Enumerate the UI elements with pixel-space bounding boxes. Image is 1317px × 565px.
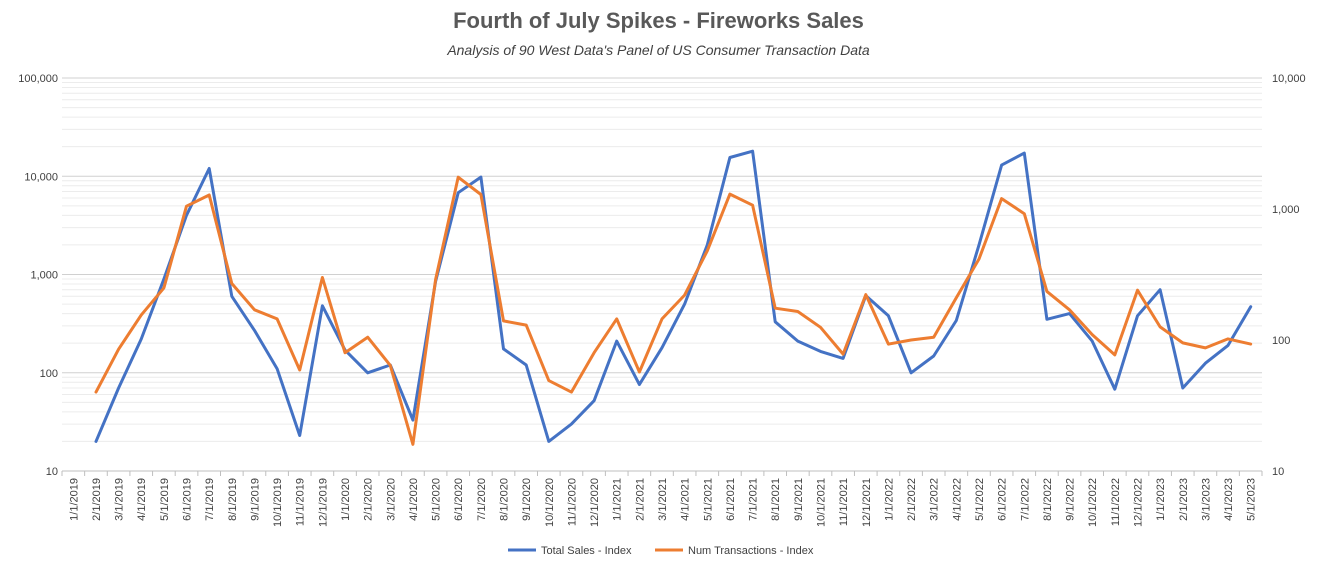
x-tick-label: 8/1/2019 bbox=[227, 478, 239, 521]
gridlines bbox=[62, 77, 1262, 472]
x-tick-label: 3/1/2021 bbox=[657, 478, 669, 521]
x-tick-label: 4/1/2021 bbox=[680, 478, 692, 521]
x-tick-label: 4/1/2019 bbox=[136, 478, 148, 521]
x-tick-label: 2/1/2020 bbox=[363, 478, 375, 521]
x-tick-label: 1/1/2019 bbox=[68, 478, 80, 521]
y-left-tick-label: 100,000 bbox=[18, 73, 58, 85]
x-tick-label: 6/1/2021 bbox=[725, 478, 737, 521]
legend: Total Sales - Index Num Transactions - In… bbox=[508, 545, 814, 557]
x-tick-label: 3/1/2023 bbox=[1200, 478, 1212, 521]
y-left-tick-label: 10,000 bbox=[24, 171, 58, 183]
x-tick-label: 7/1/2021 bbox=[748, 478, 760, 521]
x-tick-label: 10/1/2022 bbox=[1087, 478, 1099, 527]
chart-title: Fourth of July Spikes - Fireworks Sales bbox=[453, 8, 864, 33]
x-tick-label: 5/1/2019 bbox=[159, 478, 171, 521]
x-tick-label: 12/1/2021 bbox=[861, 478, 873, 527]
x-tick-label: 9/1/2019 bbox=[249, 478, 261, 521]
series-line-total-sales bbox=[94, 149, 1253, 443]
y-left-tick-label: 1,000 bbox=[30, 270, 58, 282]
x-tick-label: 7/1/2020 bbox=[476, 478, 488, 521]
series-lines bbox=[94, 149, 1253, 446]
chart-subtitle: Analysis of 90 West Data's Panel of US C… bbox=[447, 42, 870, 58]
x-tick-label: 5/1/2020 bbox=[431, 478, 443, 521]
x-tick-label: 4/1/2020 bbox=[408, 478, 420, 521]
x-tick-label: 1/1/2023 bbox=[1155, 478, 1167, 521]
x-tick-label: 2/1/2023 bbox=[1178, 478, 1190, 521]
x-tick-label: 11/1/2021 bbox=[838, 478, 850, 526]
x-tick-label: 4/1/2022 bbox=[951, 478, 963, 521]
y-right-tick-label: 10,000 bbox=[1272, 73, 1306, 85]
x-tick-label: 1/1/2020 bbox=[340, 478, 352, 521]
x-tick-label: 5/1/2022 bbox=[974, 478, 986, 521]
x-tick-label: 6/1/2019 bbox=[182, 478, 194, 521]
x-tick-label: 10/1/2021 bbox=[815, 478, 827, 527]
x-tick-label: 3/1/2022 bbox=[929, 478, 941, 521]
x-tick-label: 3/1/2020 bbox=[385, 478, 397, 521]
series-line-num-transactions bbox=[94, 175, 1253, 446]
x-tick-label: 10/1/2020 bbox=[544, 478, 556, 527]
x-tick-label: 9/1/2021 bbox=[793, 478, 805, 521]
y-right-tick-label: 10 bbox=[1272, 466, 1284, 478]
x-tick-label: 8/1/2021 bbox=[770, 478, 782, 521]
x-tick-label: 10/1/2019 bbox=[272, 478, 284, 527]
x-tick-label: 6/1/2022 bbox=[997, 478, 1009, 521]
x-tick-label: 7/1/2022 bbox=[1019, 478, 1031, 521]
x-tick-label: 8/1/2020 bbox=[499, 478, 511, 521]
y-left-tick-label: 100 bbox=[40, 368, 58, 380]
x-tick-label: 11/1/2022 bbox=[1110, 478, 1122, 526]
legend-label: Total Sales - Index bbox=[541, 545, 632, 557]
x-tick-label: 12/1/2020 bbox=[589, 478, 601, 527]
y-left-tick-label: 10 bbox=[46, 466, 58, 478]
axes: 1/1/2019 2/1/2019 3/1/2019 4/1/2019 5/1/2019… bbox=[18, 73, 1305, 527]
x-tick-label: 5/1/2023 bbox=[1246, 478, 1258, 521]
x-tick-label: 9/1/2020 bbox=[521, 478, 533, 521]
x-tick-label: 1/1/2022 bbox=[883, 478, 895, 521]
x-tick-label: 12/1/2019 bbox=[317, 478, 329, 527]
x-tick-label: 4/1/2023 bbox=[1223, 478, 1235, 521]
x-tick-label: 12/1/2022 bbox=[1132, 478, 1144, 527]
x-tick-label: 5/1/2021 bbox=[702, 478, 714, 521]
x-tick-label: 2/1/2022 bbox=[906, 478, 918, 521]
x-tick-label: 3/1/2019 bbox=[114, 478, 126, 521]
x-tick-label: 7/1/2019 bbox=[204, 478, 216, 521]
x-tick-label: 8/1/2022 bbox=[1042, 478, 1054, 521]
y-right-tick-label: 100 bbox=[1272, 335, 1290, 347]
legend-label: Num Transactions - Index bbox=[688, 545, 814, 557]
x-tick-label: 11/1/2020 bbox=[566, 478, 578, 526]
y-right-tick-label: 1,000 bbox=[1272, 204, 1300, 216]
x-tick-label: 11/1/2019 bbox=[295, 478, 307, 526]
x-tick-label: 1/1/2021 bbox=[612, 478, 624, 521]
x-tick-label: 2/1/2021 bbox=[634, 478, 646, 521]
x-tick-label: 6/1/2020 bbox=[453, 478, 465, 521]
x-tick-label: 2/1/2019 bbox=[91, 478, 103, 521]
x-tick-label: 9/1/2022 bbox=[1065, 478, 1077, 521]
